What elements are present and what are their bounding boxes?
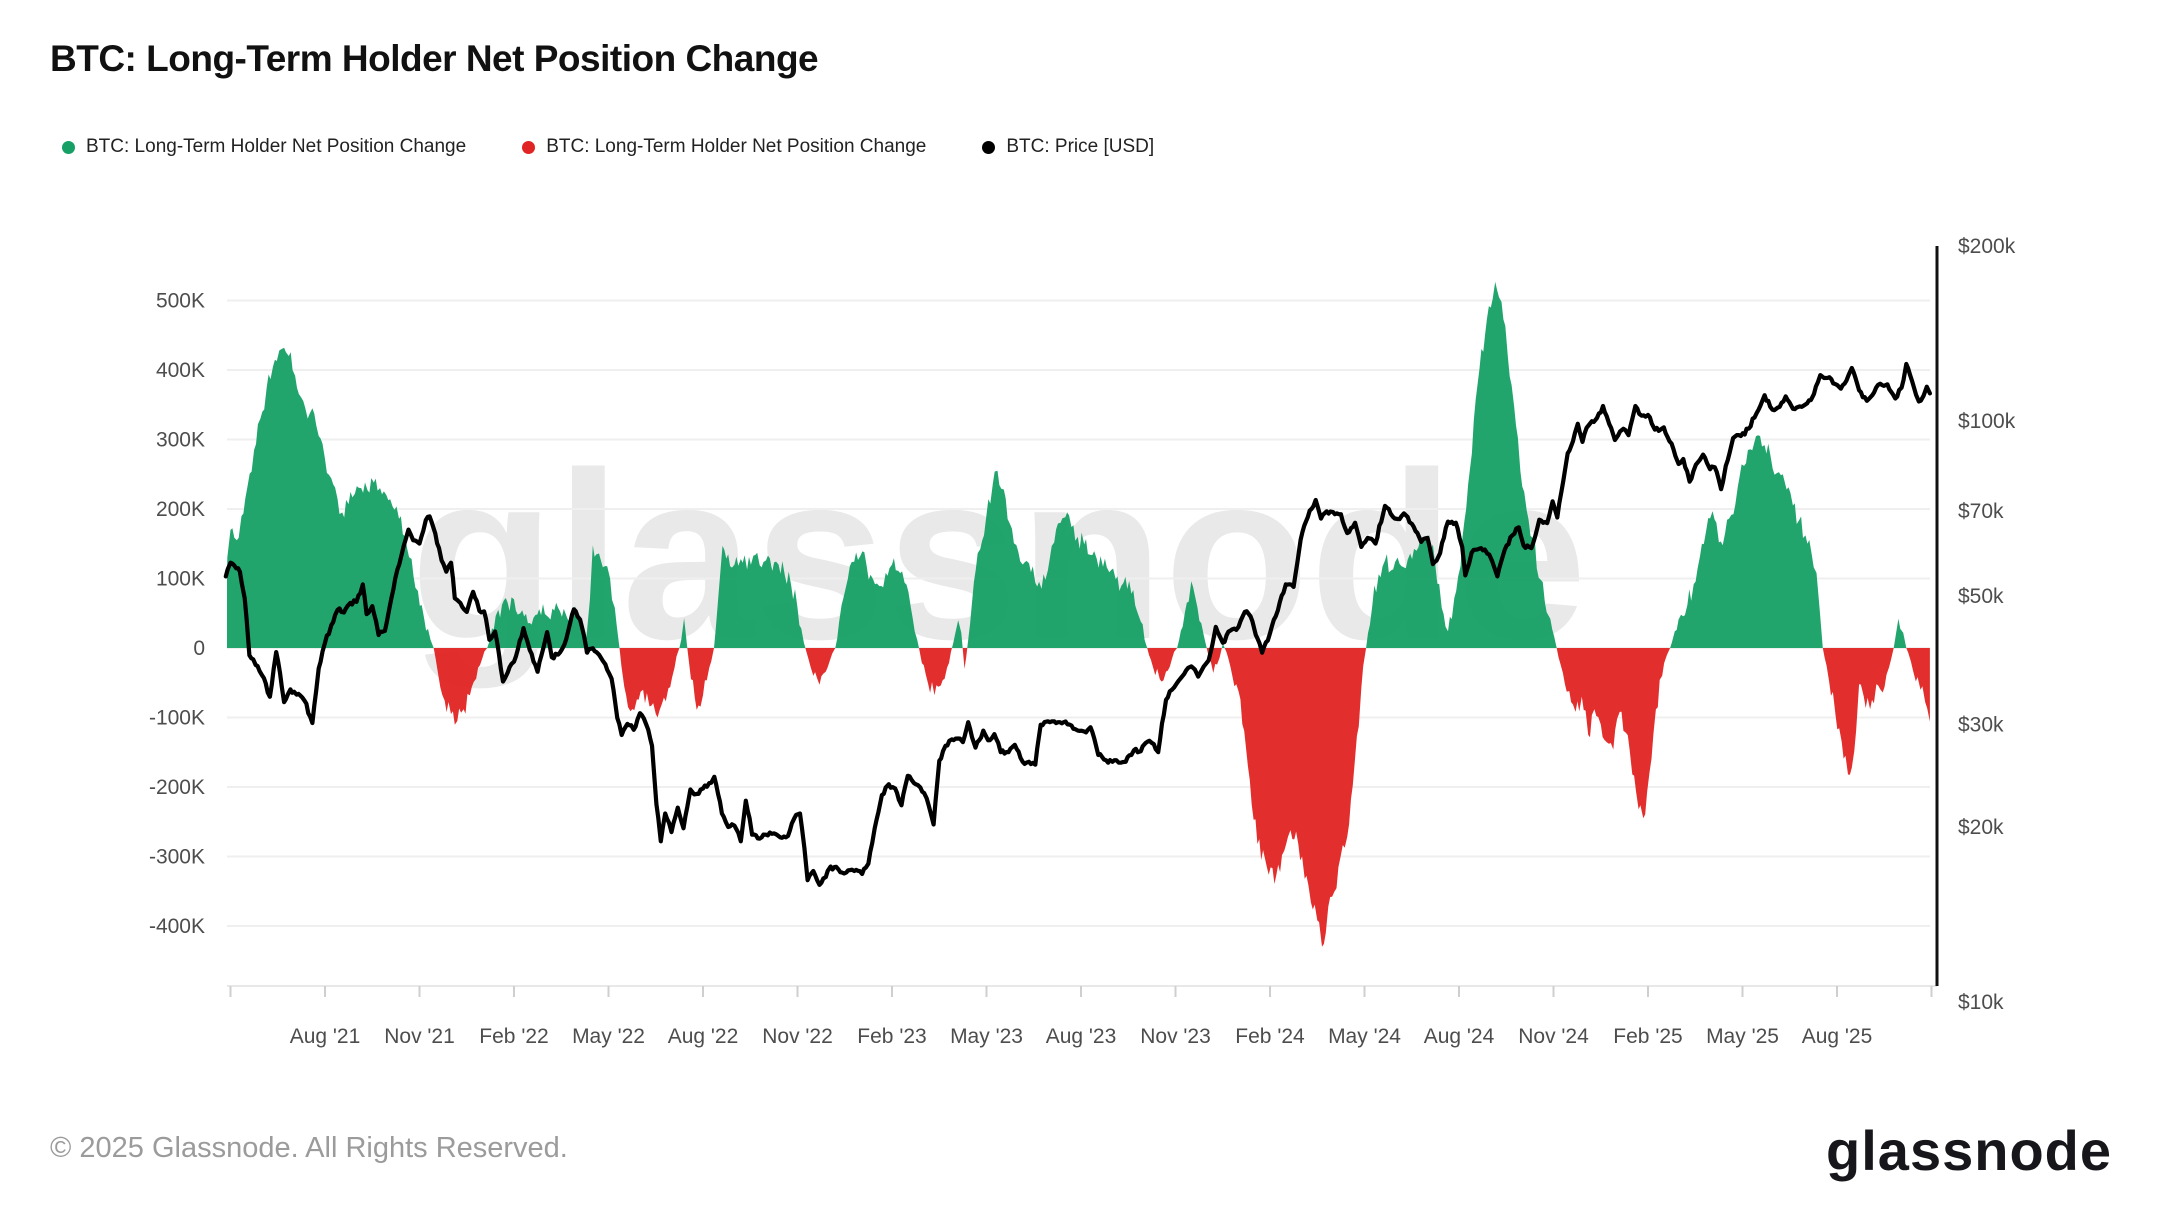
x-axis-tick-label: May '25: [1706, 1025, 1779, 1048]
x-axis-tick-label: Feb '22: [479, 1025, 548, 1048]
x-axis-tick-label: Nov '22: [762, 1025, 833, 1048]
right-axis-tick-label: $50k: [1958, 585, 2004, 608]
left-axis-tick-label: 400K: [156, 359, 205, 382]
right-axis-tick-label: $30k: [1958, 714, 2004, 737]
x-axis-tick-label: Aug '24: [1424, 1025, 1495, 1048]
copyright-text: © 2025 Glassnode. All Rights Reserved.: [50, 1132, 568, 1164]
left-axis-tick-label: -400K: [149, 915, 205, 938]
left-axis-tick-label: 0: [193, 637, 205, 660]
x-axis-tick-label: Feb '23: [857, 1025, 926, 1048]
legend: BTC: Long-Term Holder Net Position Chang…: [62, 136, 1154, 158]
legend-label: BTC: Long-Term Holder Net Position Chang…: [86, 136, 467, 157]
legend-item-0[interactable]: BTC: Long-Term Holder Net Position Chang…: [62, 136, 466, 158]
x-axis-tick-label: Nov '21: [384, 1025, 455, 1048]
x-axis-tick-label: Feb '25: [1613, 1025, 1682, 1048]
glassnode-logo[interactable]: glassnode: [1826, 1119, 2112, 1182]
x-axis-tick-label: Aug '25: [1802, 1025, 1873, 1048]
x-axis-tick-label: Aug '21: [290, 1025, 361, 1048]
legend-item-2[interactable]: BTC: Price [USD]: [982, 136, 1154, 158]
x-axis-tick-label: Nov '23: [1140, 1025, 1211, 1048]
legend-dot-icon: [522, 140, 536, 154]
left-axis-tick-label: 100K: [156, 568, 205, 591]
chart-title: BTC: Long-Term Holder Net Position Chang…: [50, 38, 819, 79]
x-axis-tick-label: Aug '23: [1046, 1025, 1117, 1048]
right-axis-tick-label: $70k: [1958, 500, 2004, 523]
x-axis-tick-label: Aug '22: [668, 1025, 739, 1048]
legend-dot-icon: [982, 140, 996, 154]
legend-label: BTC: Long-Term Holder Net Position Chang…: [546, 136, 927, 157]
x-axis-tick-label: Nov '24: [1518, 1025, 1589, 1048]
right-axis-tick-label: $100k: [1958, 410, 2016, 433]
left-axis-tick-label: 200K: [156, 498, 205, 521]
legend-label: BTC: Price [USD]: [1006, 136, 1155, 157]
x-axis-tick-label: May '22: [572, 1025, 645, 1048]
left-axis-tick-label: -100K: [149, 707, 205, 730]
left-axis-tick-label: -300K: [149, 846, 205, 869]
legend-dot-icon: [62, 140, 75, 154]
right-axis-tick-label: $10k: [1958, 991, 2004, 1014]
left-axis-tick-label: 500K: [156, 290, 205, 313]
x-axis-tick-label: May '23: [950, 1025, 1023, 1048]
right-axis-tick-label: $20k: [1958, 816, 2004, 839]
legend-item-1[interactable]: BTC: Long-Term Holder Net Position Chang…: [522, 136, 926, 158]
x-axis-tick-label: May '24: [1328, 1025, 1401, 1048]
right-axis-tick-label: $200k: [1958, 235, 2016, 258]
left-axis-tick-label: -200K: [149, 776, 205, 799]
x-axis-tick-label: Feb '24: [1235, 1025, 1305, 1048]
left-axis-tick-label: 300K: [156, 429, 205, 452]
btc-price-line: [223, 361, 1932, 887]
